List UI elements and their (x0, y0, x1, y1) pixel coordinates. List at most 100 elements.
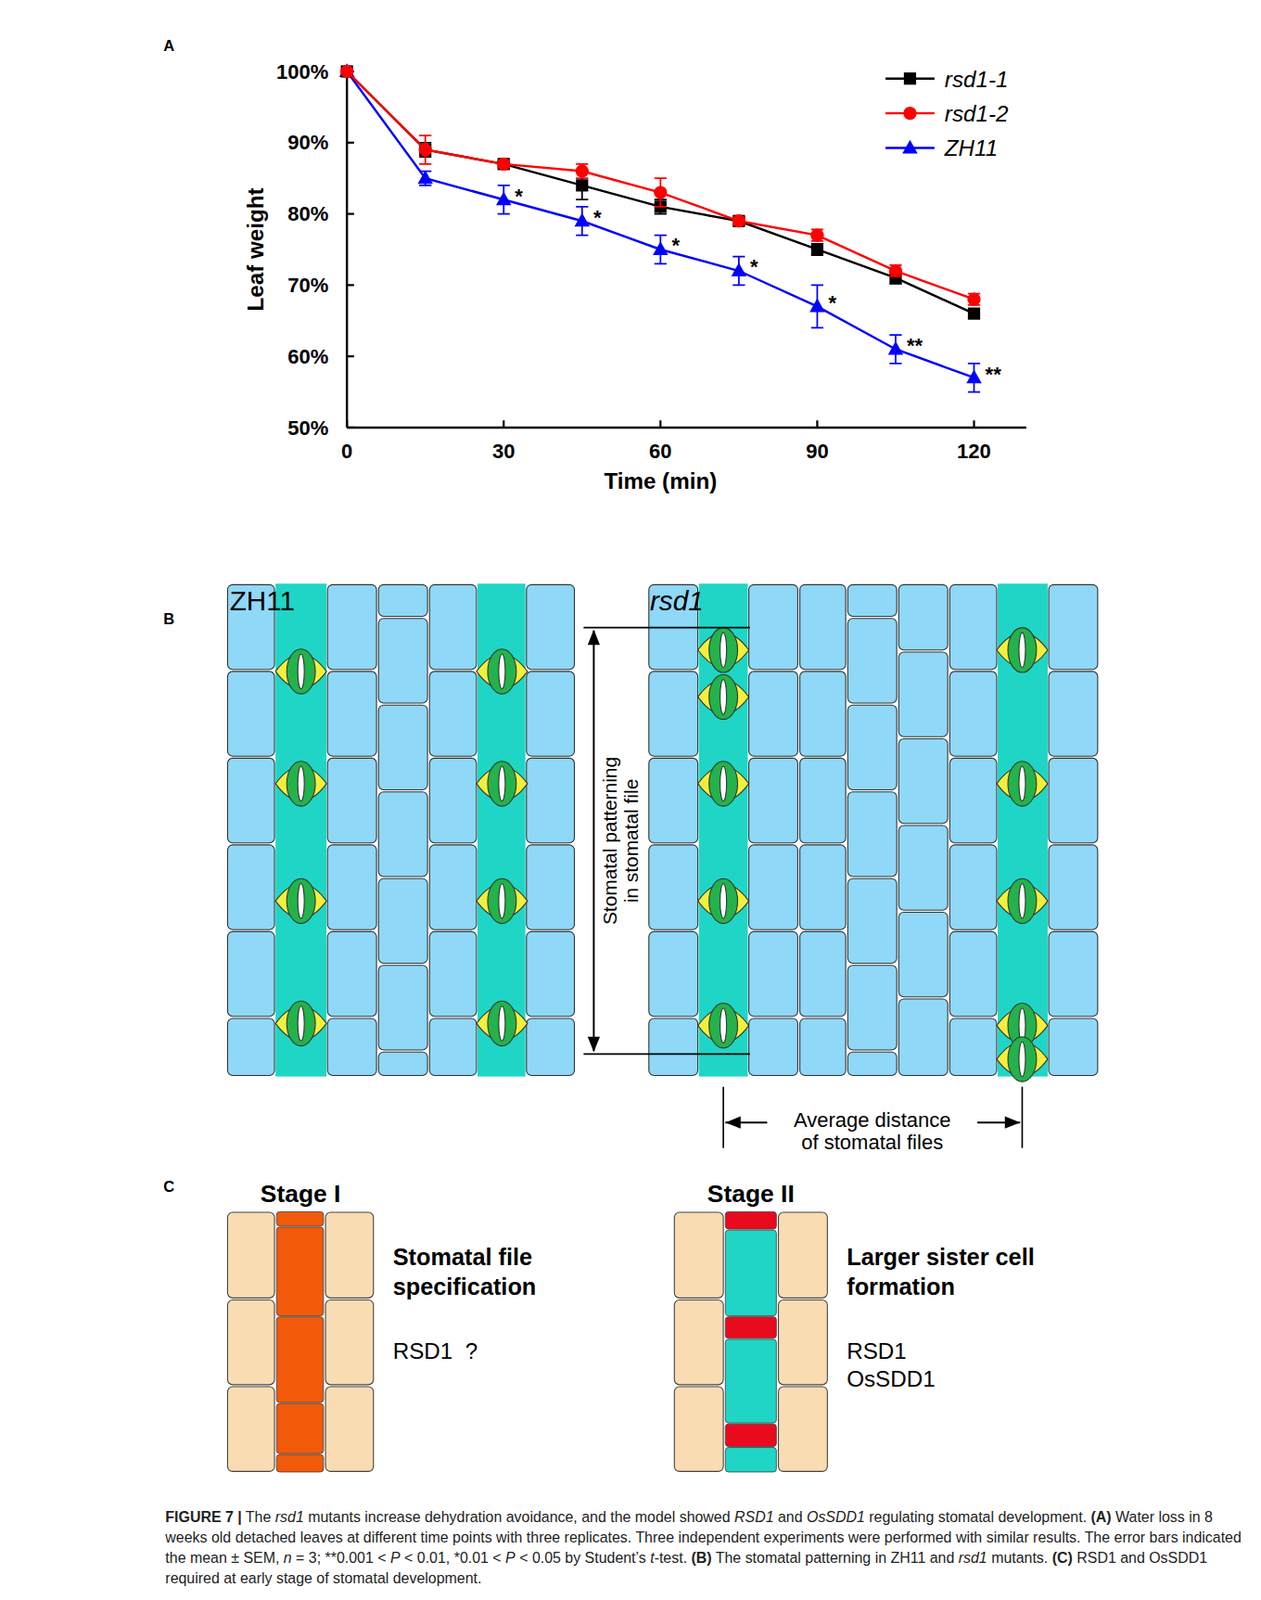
pavement-cell (227, 671, 275, 756)
pavement-cell (227, 757, 275, 842)
stoma (698, 761, 750, 806)
guard-cell (286, 1000, 316, 1045)
pavement-cell (327, 930, 377, 1016)
subsidiary-cell (996, 1041, 1048, 1076)
subsidiary-cell (476, 653, 528, 688)
pavement-cell (429, 671, 477, 756)
epidermal-cell (227, 1299, 275, 1385)
pavement-cell (526, 844, 575, 930)
marker (653, 185, 667, 199)
error-bar (811, 243, 824, 255)
pavement-cell (847, 791, 897, 877)
pore (1018, 632, 1026, 667)
caption-text: < 0.05 by Student’s (515, 1549, 650, 1566)
caption-text: rsd1 (275, 1508, 305, 1525)
marker (574, 212, 591, 227)
stage-process: formation (846, 1273, 956, 1300)
epidermal-cell (674, 1386, 724, 1471)
caption-text: < 0.01, *0.01 < (400, 1549, 506, 1566)
stoma (996, 627, 1048, 673)
pavement-cell (649, 930, 699, 1016)
marker (966, 369, 982, 383)
annotation-text: of stomatal files (801, 1130, 943, 1154)
y-tick (346, 212, 355, 215)
y-tick (346, 283, 355, 286)
pavement-cell (949, 584, 997, 669)
caption-text: = 3; **0.001 < (292, 1549, 391, 1566)
marker (967, 292, 981, 306)
y-tick (346, 355, 355, 357)
stoma (476, 878, 528, 923)
file-cell (276, 1402, 324, 1453)
pore (498, 883, 506, 918)
pavement-cell (1048, 844, 1098, 930)
caption-line: weeks old detached leaves at different t… (164, 1528, 1242, 1545)
annotations: ********* (514, 184, 1002, 386)
caption-text: (A) (1091, 1508, 1112, 1525)
stage-process: specification (393, 1273, 537, 1300)
pavement-cell (898, 738, 948, 823)
pavement-cell (378, 618, 428, 703)
marker (902, 140, 918, 154)
pore (297, 1006, 305, 1041)
pavement-cell (800, 757, 847, 842)
marker (732, 214, 746, 228)
legend-label: ZH11 (943, 135, 998, 161)
file-cell (725, 1210, 777, 1229)
pavement-cell (949, 757, 997, 842)
subsidiary-cell (996, 883, 1048, 918)
guard-cell (709, 627, 739, 673)
pavement-cell (378, 704, 428, 790)
file-cell (725, 1229, 777, 1315)
pavement-cell (526, 584, 575, 669)
guard-cell (487, 761, 517, 806)
pavement-cell (800, 1018, 847, 1076)
subsidiary-cell (476, 765, 528, 801)
pavement-cell (898, 912, 948, 997)
marker (889, 264, 903, 278)
caption-text: required at early stage of stomatal deve… (165, 1569, 482, 1586)
significance-label: * (593, 205, 602, 230)
x-tick (345, 420, 348, 428)
pore (498, 765, 506, 801)
marker (652, 241, 669, 255)
caption-text: FIGURE 7 | (165, 1508, 242, 1525)
marker (904, 72, 917, 85)
file-cell (276, 1210, 324, 1225)
significance-label: ** (906, 333, 924, 357)
marker (496, 191, 512, 205)
pore (720, 679, 727, 714)
series-line (346, 71, 974, 378)
guard-cell (286, 761, 316, 806)
epidermal-cell (778, 1211, 828, 1298)
pavement-cell (749, 757, 799, 842)
pavement-cell (649, 844, 699, 930)
stoma (698, 1002, 750, 1047)
arrow-head (725, 1116, 741, 1129)
epidermal-cell (674, 1211, 724, 1298)
x-tick-label: 0 (341, 439, 353, 463)
pavement-cell (327, 671, 377, 756)
guard-cell (1007, 627, 1037, 673)
caption-text: RSD1 (734, 1508, 775, 1525)
stoma (698, 878, 750, 923)
significance-label: ** (985, 362, 1003, 386)
pavement-cell (847, 704, 897, 790)
marker (496, 157, 510, 171)
subsidiary-cell (275, 1006, 327, 1041)
annotation-text: Stomatal patterning (598, 756, 621, 925)
caption-text: mutants increase dehydration avoidance, … (304, 1508, 735, 1525)
pavement-cell (898, 584, 948, 650)
pore (1018, 1041, 1026, 1076)
significance-label: * (750, 254, 759, 279)
stoma (275, 649, 327, 694)
pavement-cell (378, 878, 428, 963)
pavement-cell (749, 930, 799, 1016)
pavement-cell (1048, 930, 1098, 1016)
guard-cell (1007, 878, 1037, 923)
pavement-cell (847, 618, 897, 703)
legend-label: rsd1-1 (944, 66, 1009, 92)
pavement-cell (429, 1018, 477, 1076)
y-tick-label: 70% (287, 273, 329, 297)
error-bar (419, 142, 432, 157)
